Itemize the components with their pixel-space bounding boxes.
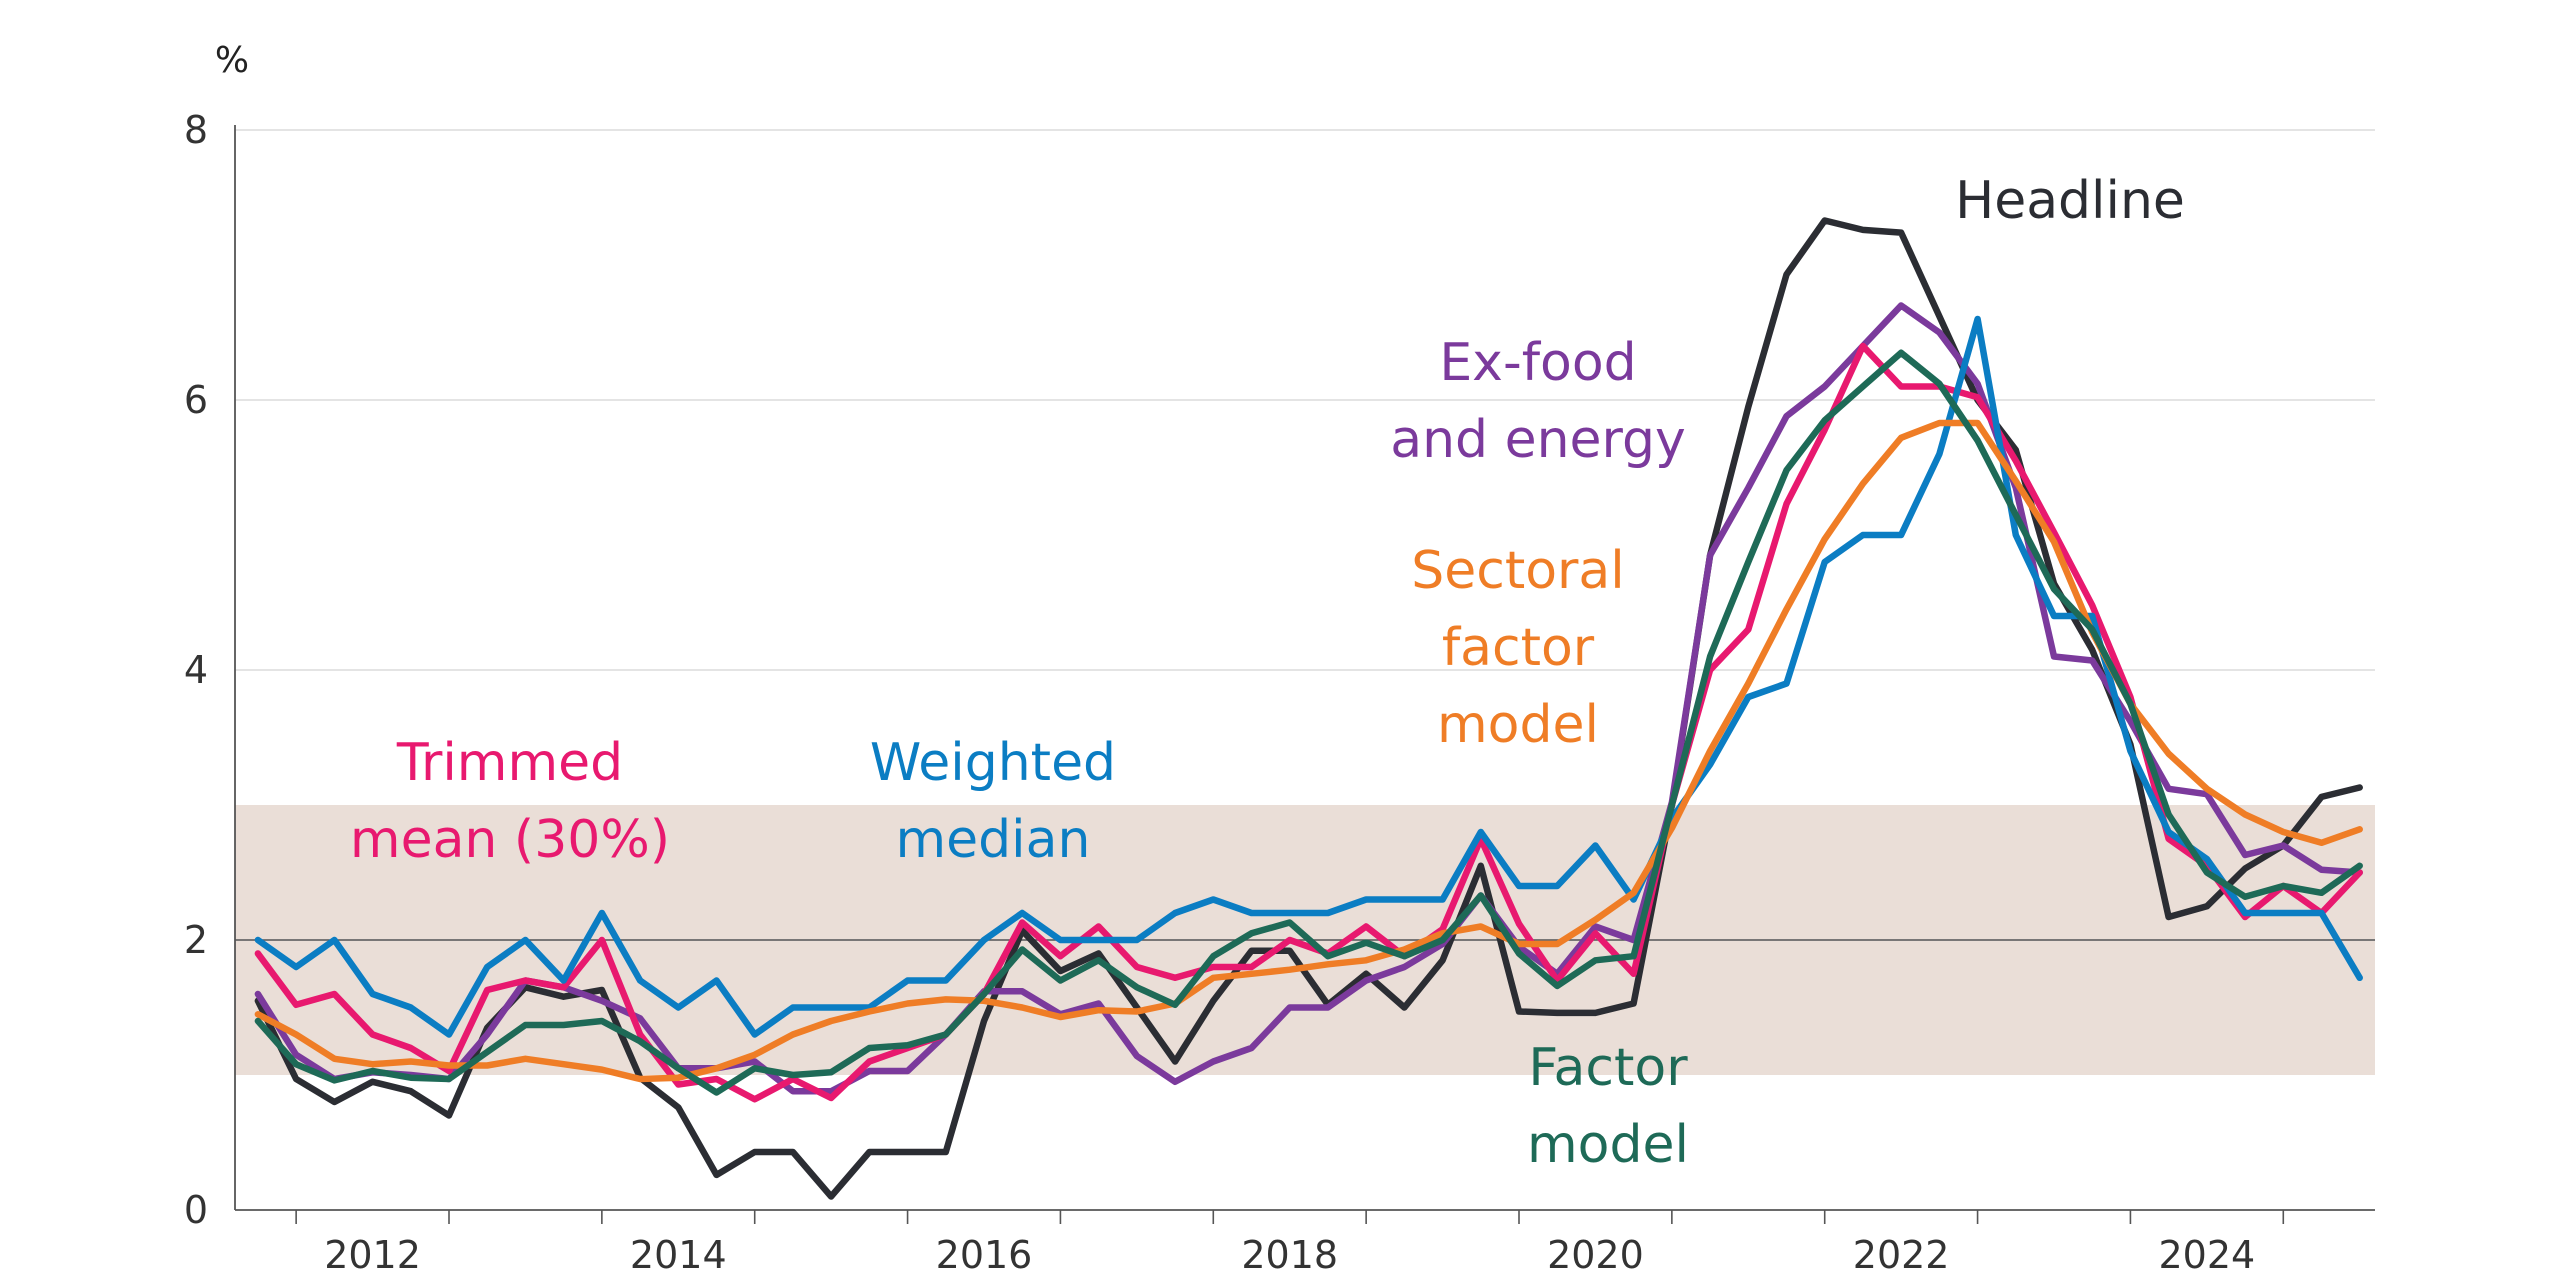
series-label-factor-model: Factor model [1527,1038,1689,1175]
series-line-sectoral-factor-model [254,419,2363,1083]
y-unit-label: % [215,40,249,81]
series-line-factor-model [254,349,2363,1096]
series-label-line: Trimmed [396,733,623,793]
series-label-trimmed-mean-30: Trimmed mean (30%) [350,733,670,870]
series-lines [254,217,2363,1200]
y-tick-label: 4 [184,648,208,692]
series-label-line: model [1527,1115,1689,1175]
series-label-line: model [1437,695,1599,755]
y-tick-label: 0 [184,1188,208,1232]
series-label-line: Factor [1528,1038,1688,1098]
series-label-line: Ex-food [1439,333,1636,393]
y-tick-label: 8 [184,108,208,152]
series-line-trimmed-mean-30 [254,342,2363,1103]
axes: 0 2 4 6 8 2012 2014 2016 2018 2020 2022 2024 [184,108,2375,1277]
x-tick-label: 2016 [936,1233,1033,1277]
series-label-line: Sectoral [1411,541,1624,601]
x-tick-label: 2024 [2158,1233,2255,1277]
series-label-line: median [896,810,1091,870]
x-tick-label: 2018 [1241,1233,1338,1277]
x-tick-label: 2022 [1853,1233,1950,1277]
series-label-weighted-median: Weighted median [870,733,1116,870]
series-label-line: mean (30%) [350,810,670,870]
series-label-line: factor [1442,618,1595,678]
gridlines [235,129,2375,941]
series-label-line: Headline [1955,171,2185,231]
y-tick-label: 6 [184,378,208,422]
x-tick-label: 2020 [1547,1233,1644,1277]
y-tick-label: 2 [184,918,208,962]
x-tick-label: 2012 [324,1233,421,1277]
series-label-line: Weighted [870,733,1116,793]
series-labels: Headline Ex-food and energy Trimmed mean (30… [350,171,2185,1175]
series-label-headline: Headline [1955,171,2185,231]
series-label-line: and energy [1390,410,1686,470]
x-tick-label: 2014 [630,1233,727,1277]
series-label-sectoral-factor-model: Sectoral factor model [1411,541,1624,755]
series-label-ex-food-and-energy: Ex-food and energy [1390,333,1686,470]
